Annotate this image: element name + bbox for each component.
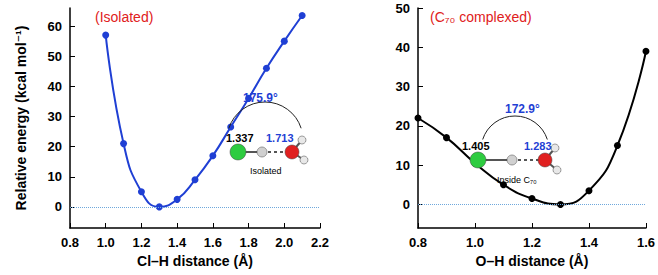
svg-text:0.8: 0.8 xyxy=(409,235,427,250)
svg-text:10: 10 xyxy=(396,158,410,173)
svg-text:175.9°: 175.9° xyxy=(243,91,278,105)
svg-text:50: 50 xyxy=(396,1,410,16)
svg-text:1.8: 1.8 xyxy=(240,235,258,250)
svg-text:0: 0 xyxy=(403,197,410,212)
svg-text:10: 10 xyxy=(48,169,62,184)
svg-text:1.713: 1.713 xyxy=(266,132,294,144)
svg-text:40: 40 xyxy=(48,79,62,94)
svg-text:40: 40 xyxy=(396,40,410,55)
svg-text:50: 50 xyxy=(48,49,62,64)
svg-text:Cl–H distance (Å): Cl–H distance (Å) xyxy=(137,253,253,269)
svg-text:1.4: 1.4 xyxy=(168,235,187,250)
svg-text:2.2: 2.2 xyxy=(311,235,329,250)
svg-text:(C₇₀ complexed): (C₇₀ complexed) xyxy=(430,9,532,25)
svg-text:1.405: 1.405 xyxy=(462,140,490,152)
svg-text:1.6: 1.6 xyxy=(637,235,655,250)
svg-text:1.0: 1.0 xyxy=(97,235,115,250)
svg-text:1.337: 1.337 xyxy=(226,132,254,144)
svg-text:1.6: 1.6 xyxy=(204,235,222,250)
svg-text:0: 0 xyxy=(55,199,62,214)
svg-text:1.2: 1.2 xyxy=(523,235,541,250)
svg-text:0.8: 0.8 xyxy=(61,235,79,250)
svg-text:2.0: 2.0 xyxy=(275,235,293,250)
svg-text:1.0: 1.0 xyxy=(466,235,484,250)
svg-text:Isolated: Isolated xyxy=(250,166,282,176)
svg-text:(Isolated): (Isolated) xyxy=(95,9,153,25)
svg-text:1.4: 1.4 xyxy=(580,235,599,250)
svg-text:20: 20 xyxy=(396,118,410,133)
svg-text:30: 30 xyxy=(396,79,410,94)
svg-text:60: 60 xyxy=(48,19,62,34)
svg-text:1.2: 1.2 xyxy=(132,235,150,250)
svg-text:Inside C₇₀: Inside C₇₀ xyxy=(497,175,537,185)
svg-text:20: 20 xyxy=(48,139,62,154)
svg-text:1.283: 1.283 xyxy=(524,140,552,152)
svg-text:O–H distance (Å): O–H distance (Å) xyxy=(476,253,589,269)
svg-text:172.9°: 172.9° xyxy=(505,102,540,116)
svg-text:30: 30 xyxy=(48,109,62,124)
svg-text:Relative energy (kcal mol⁻¹): Relative energy (kcal mol⁻¹) xyxy=(13,26,29,211)
